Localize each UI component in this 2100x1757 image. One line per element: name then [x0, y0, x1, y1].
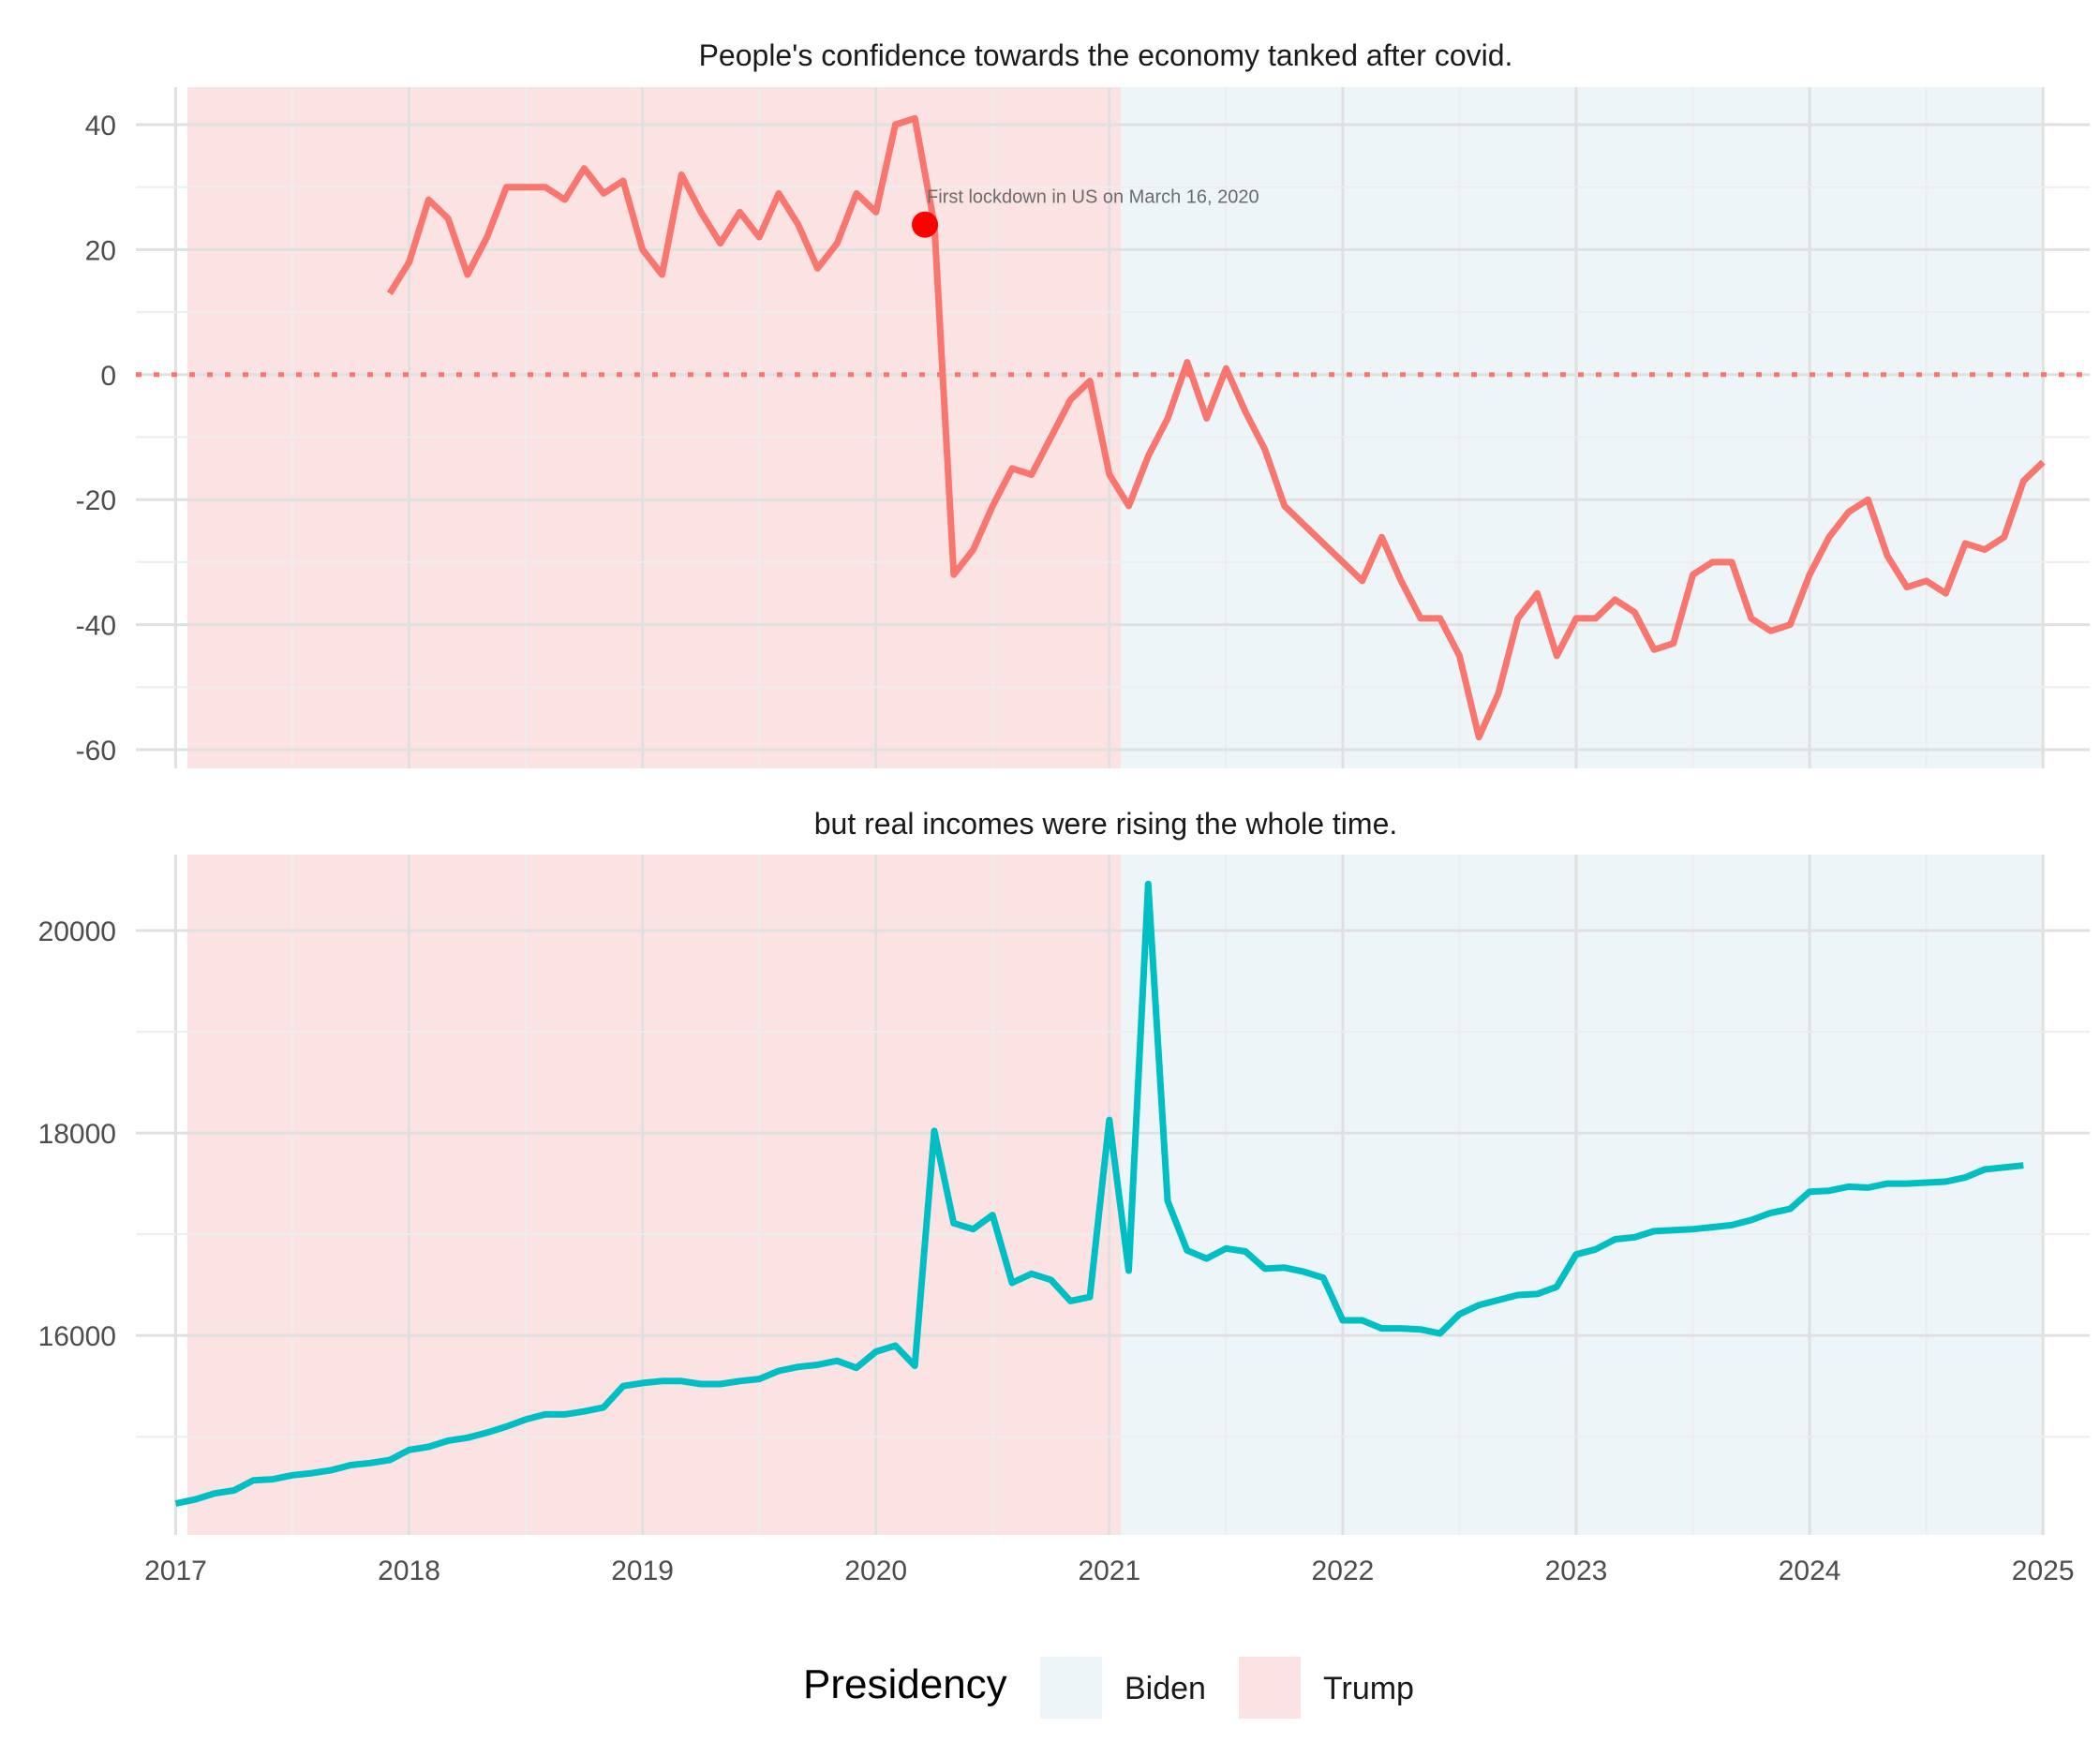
x-tick-label: 2019	[611, 1556, 674, 1586]
lockdown-point	[912, 211, 939, 238]
legend-key-biden	[1040, 1657, 1102, 1719]
income-y-tick-label: 18000	[38, 1119, 116, 1150]
income-panel-title: but real incomes were rising the whole t…	[814, 807, 1398, 841]
income-y-tick-label: 16000	[38, 1321, 116, 1352]
confidence-region-biden	[1121, 87, 2044, 768]
income-region-biden	[1121, 855, 2044, 1535]
x-tick-label: 2020	[844, 1556, 907, 1586]
confidence-y-tick-label: 20	[85, 235, 116, 266]
x-tick-label: 2024	[1779, 1556, 1841, 1586]
legend-label-trump: Trump	[1323, 1671, 1414, 1706]
confidence-region-trump	[186, 87, 1122, 768]
income-region-trump	[186, 855, 1122, 1535]
confidence-y-tick-label: -60	[76, 736, 116, 767]
confidence-y-tick-label: -40	[76, 611, 116, 642]
legend: Presidency Biden Trump	[803, 1657, 1414, 1719]
confidence-panel: 40 20 0 -20 -40 -60 First lockdown in US on Ma…	[76, 38, 2090, 768]
legend-key-trump	[1239, 1657, 1301, 1719]
confidence-y-tick-label: -20	[76, 485, 116, 516]
income-panel: 20000 18000 16000 but real incomes were ris…	[38, 807, 2090, 1535]
confidence-y-tick-label: 0	[100, 361, 116, 392]
x-tick-label: 2017	[144, 1556, 207, 1586]
income-series-line	[174, 880, 2024, 1507]
legend-label-biden: Biden	[1124, 1671, 1206, 1706]
x-tick-label: 2021	[1078, 1556, 1140, 1586]
x-tick-label: 2022	[1312, 1556, 1375, 1586]
x-tick-label: 2018	[378, 1556, 440, 1586]
lockdown-annotation: First lockdown in US on March 16, 2020	[927, 187, 1259, 208]
x-axis: 2017 2018 2019 2020 2021 2022 2023 2024 2025	[144, 1556, 2074, 1586]
confidence-series-line	[386, 114, 2046, 741]
confidence-y-tick-label: 40	[85, 111, 116, 141]
income-y-tick-label: 20000	[38, 916, 116, 947]
legend-title: Presidency	[803, 1661, 1007, 1707]
confidence-panel-title: People's confidence towards the economy …	[699, 38, 1513, 72]
x-tick-label: 2023	[1545, 1556, 1608, 1586]
x-tick-label: 2025	[2012, 1556, 2075, 1586]
